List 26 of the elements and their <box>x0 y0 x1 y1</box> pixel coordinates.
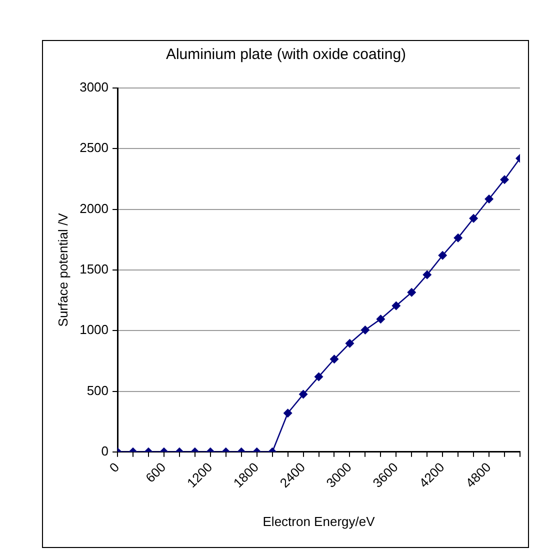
y-tick-label: 2500 <box>80 140 109 156</box>
point <box>314 372 324 382</box>
point <box>360 326 370 335</box>
y-tick-label: 1500 <box>80 262 109 277</box>
x-tick-label: 0 <box>106 459 122 476</box>
point <box>298 390 308 399</box>
point <box>484 194 494 204</box>
point <box>438 250 448 260</box>
y-tick-label: 3000 <box>80 80 109 95</box>
x-axis-title: Electron Energy/eV <box>262 514 376 529</box>
point <box>454 233 463 242</box>
y-tick-label: 2000 <box>80 200 109 216</box>
point <box>500 175 510 184</box>
y-tick-label: 0 <box>101 444 109 458</box>
point <box>469 214 478 223</box>
point <box>345 338 354 348</box>
point <box>330 354 339 364</box>
point <box>422 270 432 280</box>
chart-title: Aluminium plate (with oxide coating) <box>166 46 406 64</box>
y-tick-label: 500 <box>86 382 109 398</box>
y-tick-label: 1000 <box>80 322 109 338</box>
point <box>407 288 416 297</box>
x-tick-label: 600 <box>142 459 169 486</box>
y-axis-title: Surface potential /V <box>55 212 70 327</box>
point <box>376 314 386 324</box>
point <box>392 301 401 310</box>
